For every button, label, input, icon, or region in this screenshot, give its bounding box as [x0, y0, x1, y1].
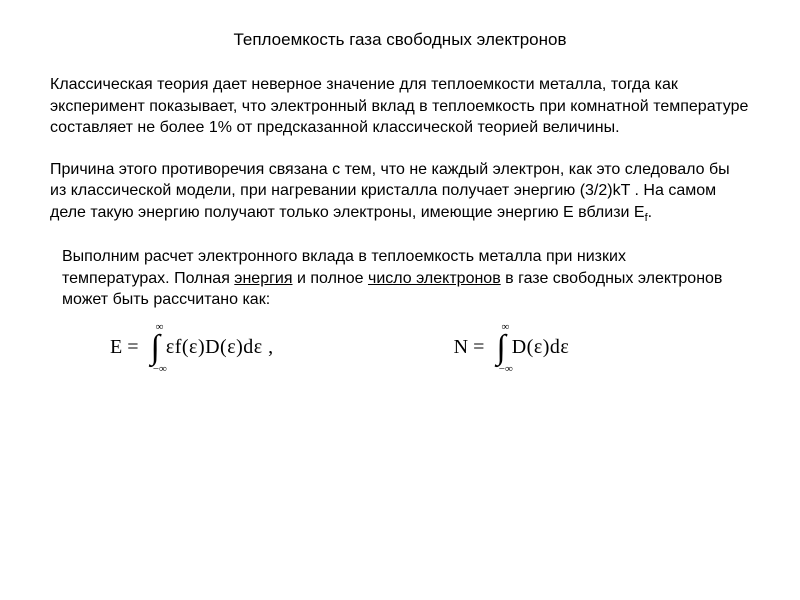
eq2-rhs: D(ε)dε: [512, 336, 570, 359]
eq2-lower-limit: −∞: [499, 363, 513, 375]
equation-row: E = ∞ ∫ −∞ εf(ε)D(ε)dε , N = ∞ ∫ −∞ D(ε)…: [50, 331, 750, 365]
eq1-integral: ∞ ∫ −∞: [151, 331, 160, 365]
paragraph-2-text: Причина этого противоречия связана с тем…: [50, 161, 730, 221]
eq2-integral: ∞ ∫ −∞: [496, 331, 505, 365]
underline-energy: энергия: [234, 270, 292, 287]
eq1-upper-limit: ∞: [156, 321, 164, 333]
document-page: Теплоемкость газа свободных электронов К…: [0, 0, 800, 385]
eq2-upper-limit: ∞: [502, 321, 510, 333]
paragraph-3: Выполним расчет электронного вклада в те…: [50, 246, 750, 311]
equation-number: N = ∞ ∫ −∞ D(ε)dε: [454, 331, 570, 365]
equation-energy: E = ∞ ∫ −∞ εf(ε)D(ε)dε ,: [110, 331, 274, 365]
integral-icon: ∫: [496, 331, 505, 365]
eq1-rhs: εf(ε)D(ε)dε ,: [166, 336, 274, 359]
eq1-lower-limit: −∞: [153, 363, 167, 375]
underline-electron-count: число электронов: [368, 270, 501, 287]
eq1-lhs: E =: [110, 336, 139, 359]
paragraph-3-b: и полное: [293, 270, 368, 287]
paragraph-2: Причина этого противоречия связана с тем…: [50, 159, 750, 226]
paragraph-1: Классическая теория дает неверное значен…: [50, 74, 750, 139]
integral-icon: ∫: [151, 331, 160, 365]
page-title: Теплоемкость газа свободных электронов: [50, 30, 750, 50]
eq2-lhs: N =: [454, 336, 485, 359]
paragraph-2-tail: .: [648, 204, 652, 221]
